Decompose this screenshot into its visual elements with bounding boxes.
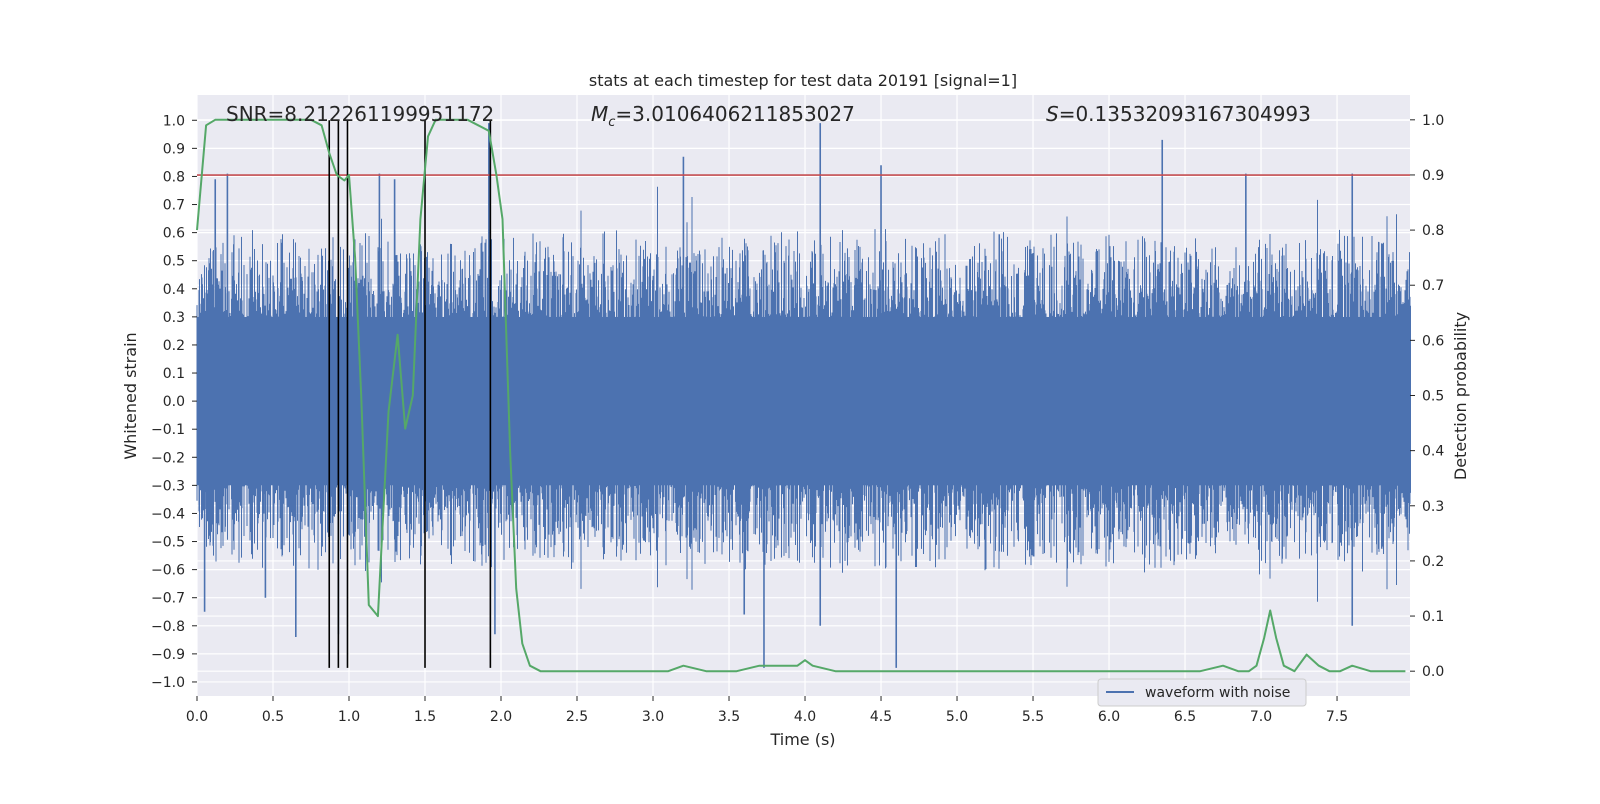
x-tick-label: 4.5 bbox=[870, 709, 892, 725]
y-tick-label: 0.3 bbox=[163, 310, 185, 326]
y2-tick-label: 0.2 bbox=[1422, 554, 1444, 570]
y2-tick-label: 0.6 bbox=[1422, 333, 1444, 349]
y-tick-label: 0.5 bbox=[163, 254, 185, 270]
y2-tick-label: 0.9 bbox=[1422, 168, 1444, 184]
y-tick-label: −0.2 bbox=[151, 450, 185, 466]
y-tick-label: 0.8 bbox=[163, 169, 185, 185]
y2-axis-label: Detection probability bbox=[1451, 312, 1470, 480]
y-tick-label: −0.4 bbox=[151, 506, 185, 522]
x-tick-label: 5.5 bbox=[1022, 709, 1044, 725]
y-tick-label: 0.2 bbox=[163, 338, 185, 354]
chart-title: stats at each timestep for test data 201… bbox=[589, 71, 1017, 90]
snr-annotation: SNR=8.212261199951172 bbox=[226, 102, 494, 126]
s-value: =0.13532093167304993 bbox=[1059, 102, 1311, 126]
y2-tick-label: 0.8 bbox=[1422, 223, 1444, 239]
y-tick-label: 0.6 bbox=[163, 226, 185, 242]
x-tick-label: 7.0 bbox=[1250, 709, 1272, 725]
x-tick-label: 4.0 bbox=[794, 709, 816, 725]
x-axis-ticks: 0.0 0.5 1.0 1.5 2.0 2.5 3.0 3.5 4.0 4.5 5.0 5.5 6.0 6… bbox=[186, 696, 1348, 725]
x-tick-label: 3.5 bbox=[718, 709, 740, 725]
y-axis-label: Whitened strain bbox=[121, 332, 140, 459]
y-tick-label: 0.9 bbox=[163, 141, 185, 157]
probability-series bbox=[196, 118, 1406, 673]
marker-lines bbox=[328, 120, 492, 668]
s-symbol: S bbox=[1046, 102, 1059, 126]
y2-tick-label: 0.5 bbox=[1422, 389, 1444, 405]
x-tick-label: 0.5 bbox=[262, 709, 284, 725]
chirp-mass-subscript: c bbox=[608, 115, 615, 130]
legend: waveform with noise bbox=[1097, 678, 1307, 707]
y2-tick-label: 0.1 bbox=[1422, 609, 1444, 625]
s-annotation: S=0.13532093167304993 bbox=[1046, 102, 1311, 126]
y2-tick-label: 0.4 bbox=[1422, 444, 1444, 460]
y-tick-label: −0.9 bbox=[151, 647, 185, 663]
x-tick-label: 1.5 bbox=[414, 709, 436, 725]
y2-tick-label: 0.0 bbox=[1422, 664, 1444, 680]
y-tick-label: 0.7 bbox=[163, 198, 185, 214]
x-tick-label: 0.0 bbox=[186, 709, 208, 725]
y-tick-label: −0.8 bbox=[151, 619, 185, 635]
x-tick-label: 7.5 bbox=[1326, 709, 1348, 725]
x-tick-label: 3.0 bbox=[642, 709, 664, 725]
y-tick-label: −1.0 bbox=[151, 675, 185, 691]
legend-box bbox=[1097, 678, 1307, 707]
y-tick-label: 0.1 bbox=[163, 366, 185, 382]
y2-tick-label: 0.3 bbox=[1422, 499, 1444, 515]
y-tick-label: −0.1 bbox=[151, 422, 185, 438]
x-tick-label: 1.0 bbox=[338, 709, 360, 725]
y-tick-label: −0.5 bbox=[151, 535, 185, 551]
y-tick-label: 0.4 bbox=[163, 282, 185, 298]
x-tick-label: 2.5 bbox=[566, 709, 588, 725]
waveform-noise bbox=[196, 186, 1411, 602]
x-axis-label: Time (s) bbox=[769, 730, 835, 749]
y-tick-label: −0.7 bbox=[151, 591, 185, 607]
chirp-mass-annotation: Mc=3.0106406211853027 bbox=[591, 102, 855, 130]
y-tick-label: 0.0 bbox=[163, 394, 185, 410]
x-tick-label: 6.5 bbox=[1174, 709, 1196, 725]
y2-tick-label: 1.0 bbox=[1422, 113, 1444, 129]
y-tick-label: 1.0 bbox=[163, 113, 185, 129]
probability-line bbox=[196, 118, 1406, 673]
right-axis-ticks: 1.0 0.9 0.8 0.7 0.6 0.5 0.4 0.3 0.2 0.1 0.0 bbox=[1410, 113, 1444, 680]
legend-label-waveform: waveform with noise bbox=[1145, 685, 1290, 701]
x-tick-label: 2.0 bbox=[490, 709, 512, 725]
chirp-mass-value: =3.0106406211853027 bbox=[615, 102, 854, 126]
y-tick-label: −0.6 bbox=[151, 563, 185, 579]
chirp-mass-symbol: M bbox=[591, 102, 608, 126]
x-tick-label: 6.0 bbox=[1098, 709, 1120, 725]
left-axis-ticks: 1.0 0.9 0.8 0.7 0.6 0.5 0.4 0.3 0.2 0.1 0.0 −0.1 −0.… bbox=[151, 113, 197, 691]
x-tick-label: 5.0 bbox=[946, 709, 968, 725]
y-tick-label: −0.3 bbox=[151, 478, 185, 494]
y2-tick-label: 0.7 bbox=[1422, 278, 1444, 294]
